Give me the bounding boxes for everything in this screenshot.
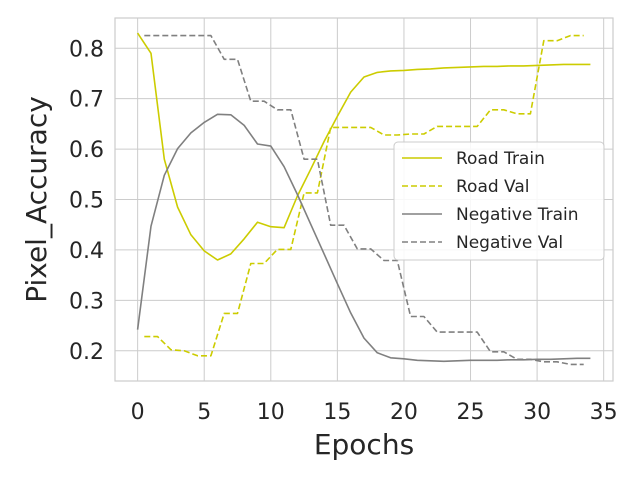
series-line-road-val bbox=[144, 34, 584, 357]
y-tick-label: 0.6 bbox=[69, 138, 104, 163]
y-tick-labels: 0.2 0.3 0.4 0.5 0.6 0.7 0.8 bbox=[69, 37, 104, 365]
y-tick-label: 0.7 bbox=[69, 88, 104, 113]
y-tick-label: 0.2 bbox=[69, 340, 104, 365]
series-line-negative-train bbox=[136, 113, 591, 363]
y-tick-label: 0.8 bbox=[69, 37, 104, 62]
x-tick-label: 20 bbox=[390, 400, 418, 425]
legend-label-negative-val: Negative Val bbox=[456, 233, 563, 253]
x-tick-label: 25 bbox=[457, 400, 485, 425]
x-tick-label: 30 bbox=[523, 400, 551, 425]
y-tick-label: 0.3 bbox=[69, 289, 104, 314]
plot-frame bbox=[114, 17, 614, 382]
x-tick-labels: 0 5 10 15 20 25 30 35 bbox=[131, 400, 618, 425]
y-tick-label: 0.5 bbox=[69, 189, 104, 214]
y-axis-label: Pixel_Accuracy bbox=[20, 96, 53, 303]
legend-label-road-train: Road Train bbox=[456, 149, 545, 169]
series-line-road-train bbox=[136, 32, 591, 261]
x-tick-label: 0 bbox=[131, 400, 145, 425]
x-axis-label: Epochs bbox=[314, 428, 414, 461]
x-tick-label: 35 bbox=[590, 400, 618, 425]
series-lines bbox=[136, 32, 591, 366]
legend-label-negative-train: Negative Train bbox=[456, 205, 579, 225]
x-tick-label: 10 bbox=[257, 400, 285, 425]
legend-label-road-val: Road Val bbox=[456, 177, 530, 197]
series-line-negative-val bbox=[144, 34, 584, 366]
x-tick-label: 15 bbox=[323, 400, 351, 425]
x-tick-label: 5 bbox=[197, 400, 211, 425]
legend: Road Train Road Val Negative Train Negative… bbox=[393, 141, 605, 261]
y-tick-label: 0.4 bbox=[69, 239, 104, 264]
legend-box bbox=[393, 141, 605, 261]
